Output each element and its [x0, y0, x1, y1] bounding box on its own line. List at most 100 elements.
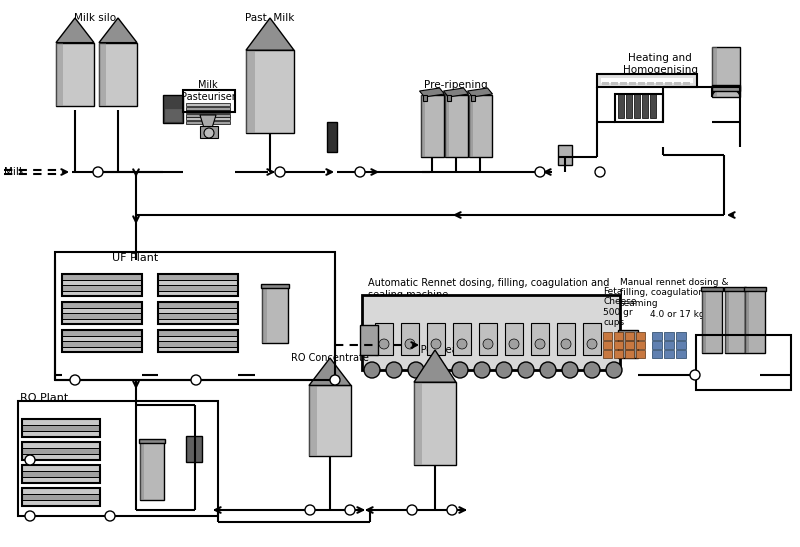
Bar [22, 488, 100, 506]
Bar [186, 117, 230, 120]
Bar [665, 82, 672, 85]
Bar [445, 95, 467, 157]
Bar [614, 341, 623, 349]
Bar [186, 120, 230, 124]
Bar [725, 288, 729, 353]
Bar [62, 274, 142, 280]
Bar [62, 346, 142, 352]
Bar [674, 82, 681, 85]
Bar [614, 332, 623, 340]
Bar [618, 94, 624, 118]
Bar [186, 103, 230, 106]
Circle shape [595, 167, 605, 177]
Bar [22, 465, 100, 483]
Text: Milk
Pasteuriser: Milk Pasteuriser [181, 80, 235, 102]
Bar [745, 288, 765, 353]
Circle shape [379, 339, 389, 349]
Circle shape [457, 339, 467, 349]
Polygon shape [200, 115, 216, 128]
Circle shape [204, 128, 214, 138]
Bar [725, 288, 745, 353]
Bar [505, 323, 523, 355]
Bar [186, 107, 230, 109]
Bar [558, 145, 572, 165]
Bar [309, 386, 317, 456]
Bar [62, 313, 142, 318]
Bar [158, 307, 238, 313]
Polygon shape [99, 18, 137, 43]
Text: Milk silo: Milk silo [74, 13, 116, 23]
Circle shape [405, 339, 415, 349]
Bar [445, 95, 449, 157]
Bar [140, 440, 144, 500]
Text: RO Permeate
silo: RO Permeate silo [402, 345, 467, 366]
Circle shape [25, 455, 35, 465]
Bar [652, 332, 662, 340]
Bar [158, 341, 238, 346]
Circle shape [509, 339, 519, 349]
Bar [421, 95, 443, 157]
Circle shape [25, 511, 35, 521]
Bar [625, 350, 634, 358]
Text: Automatic Rennet dosing, filling, coagulation and
sealing machine: Automatic Rennet dosing, filling, coagul… [368, 278, 610, 300]
Circle shape [474, 362, 490, 378]
Bar [642, 94, 648, 118]
Bar [625, 332, 634, 340]
Circle shape [447, 505, 457, 515]
Bar [650, 94, 656, 118]
Bar [99, 43, 106, 106]
Bar [22, 454, 100, 460]
Bar [158, 302, 238, 324]
Bar [22, 477, 100, 483]
Circle shape [561, 339, 571, 349]
Text: Milk: Milk [4, 167, 25, 177]
Bar [186, 110, 230, 113]
Bar [22, 448, 100, 454]
Bar [158, 274, 238, 296]
Circle shape [345, 505, 355, 515]
Circle shape [540, 362, 556, 378]
Bar [158, 313, 238, 318]
Bar [620, 82, 627, 85]
Circle shape [330, 375, 340, 385]
Bar [62, 330, 142, 335]
Bar [664, 332, 674, 340]
Bar [636, 341, 645, 349]
Circle shape [105, 511, 115, 521]
Circle shape [690, 370, 700, 380]
Bar [712, 47, 717, 97]
Bar [414, 382, 456, 465]
Bar [615, 94, 663, 122]
Bar [246, 50, 294, 133]
Bar [62, 302, 142, 307]
Bar [597, 74, 697, 87]
Bar [165, 109, 181, 121]
Bar [744, 287, 766, 291]
Bar [664, 350, 674, 358]
Bar [664, 341, 674, 349]
Circle shape [364, 362, 380, 378]
Bar [158, 290, 238, 296]
Bar [56, 43, 94, 106]
Bar [469, 95, 473, 157]
Circle shape [407, 505, 417, 515]
Bar [683, 82, 690, 85]
Circle shape [191, 375, 201, 385]
Bar [186, 113, 230, 117]
Bar [724, 287, 746, 291]
Bar [603, 341, 612, 349]
Bar [22, 465, 100, 471]
Bar [62, 330, 142, 352]
Text: Heating and
Homogenising: Heating and Homogenising [622, 53, 698, 74]
Bar [183, 90, 235, 112]
Bar [676, 332, 686, 340]
Circle shape [584, 362, 600, 378]
Bar [200, 126, 218, 138]
Bar [62, 302, 142, 324]
Bar [158, 280, 238, 285]
Bar [427, 323, 445, 355]
Circle shape [496, 362, 512, 378]
Bar [158, 346, 238, 352]
Circle shape [408, 362, 424, 378]
Bar [634, 94, 640, 118]
